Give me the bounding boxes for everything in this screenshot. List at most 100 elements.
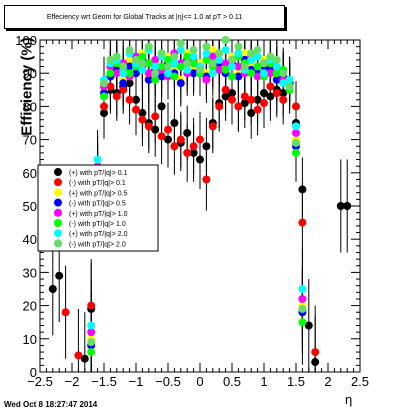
data-point	[215, 65, 224, 74]
data-point	[292, 128, 300, 137]
data-point	[208, 59, 217, 68]
data-point	[196, 155, 204, 164]
data-point	[176, 79, 185, 88]
data-point	[112, 52, 121, 61]
data-point	[183, 65, 192, 74]
data-point	[183, 128, 192, 137]
data-point	[157, 132, 166, 141]
data-point	[240, 49, 249, 58]
data-point	[132, 105, 140, 114]
y-tick-label: 20	[23, 299, 37, 314]
data-point	[311, 348, 320, 357]
data-point	[298, 318, 307, 327]
data-point	[228, 72, 236, 81]
data-point	[196, 65, 204, 74]
data-point	[234, 42, 243, 51]
data-point	[100, 92, 108, 101]
x-tick-label: −1.5	[91, 374, 117, 389]
data-point	[87, 348, 96, 357]
data-point	[215, 49, 224, 58]
data-point	[106, 69, 115, 78]
data-point	[202, 75, 211, 84]
data-point	[240, 99, 249, 108]
legend-marker	[54, 178, 62, 187]
data-point	[151, 62, 160, 71]
data-point	[170, 59, 179, 68]
data-point	[279, 95, 288, 104]
data-point	[202, 49, 211, 58]
data-point	[285, 75, 294, 84]
legend-entry: (+) with pT/|q|> 0.1	[69, 170, 128, 177]
data-point	[61, 308, 70, 317]
legend-marker	[54, 219, 62, 227]
data-point	[208, 122, 217, 131]
legend: (+) with pT/|q|> 0.1 (-) with pT/|q|> 0.1…	[37, 164, 159, 252]
data-point	[208, 69, 217, 78]
data-point	[260, 59, 268, 68]
data-point	[304, 321, 313, 330]
data-point	[298, 285, 307, 293]
x-tick-label: 2.5	[351, 374, 369, 389]
data-point	[132, 69, 140, 78]
data-point	[234, 49, 243, 58]
data-point	[279, 79, 288, 88]
data-point	[208, 45, 217, 54]
data-point	[196, 135, 204, 144]
data-point	[272, 62, 281, 71]
legend-marker	[54, 188, 62, 197]
data-point	[292, 138, 300, 147]
data-point	[221, 85, 230, 94]
data-point	[170, 142, 179, 151]
data-points	[48, 36, 352, 367]
data-point	[234, 62, 243, 71]
data-point	[298, 185, 307, 194]
data-point	[144, 59, 153, 68]
data-point	[266, 52, 275, 61]
x-tick-label: −2.5	[27, 374, 53, 389]
data-point	[343, 202, 352, 210]
data-point	[189, 69, 198, 78]
data-point	[183, 59, 192, 68]
data-point	[48, 285, 57, 293]
data-point	[228, 62, 236, 71]
data-point	[87, 321, 96, 330]
data-point	[221, 65, 230, 74]
data-point	[298, 218, 307, 227]
data-point	[151, 69, 160, 78]
data-point	[221, 45, 230, 54]
data-point	[272, 75, 281, 84]
data-point	[157, 102, 166, 111]
data-point	[183, 52, 192, 61]
data-point	[100, 102, 108, 111]
legend-entry: (-) with pT/|q|> 1.0	[69, 221, 126, 228]
data-point	[189, 59, 198, 68]
data-point	[157, 49, 166, 58]
x-tick-label: −1	[129, 374, 144, 389]
datestamp: Wed Oct 8 18:27:47 2014	[4, 400, 98, 409]
x-tick-label: 0	[196, 374, 203, 389]
data-point	[292, 122, 300, 131]
chart-title: Effeciency wrt Geom for Global Tracks at…	[4, 5, 285, 29]
data-point	[228, 55, 236, 64]
data-point	[189, 52, 198, 61]
data-point	[119, 69, 128, 78]
data-point	[170, 52, 179, 61]
data-point	[170, 72, 179, 81]
data-point	[138, 52, 147, 61]
data-point	[298, 294, 307, 303]
y-tick-label: 90	[23, 66, 37, 81]
data-point	[202, 142, 211, 151]
data-point	[176, 135, 185, 144]
data-point	[100, 109, 108, 118]
data-point	[176, 39, 185, 48]
data-point	[208, 52, 217, 61]
data-point	[266, 69, 275, 78]
data-point	[240, 92, 249, 101]
data-point	[80, 354, 89, 363]
data-point	[202, 42, 211, 51]
data-point	[151, 112, 160, 121]
data-point	[253, 62, 262, 71]
x-tick-label: 1	[260, 374, 267, 389]
data-point	[234, 72, 243, 81]
